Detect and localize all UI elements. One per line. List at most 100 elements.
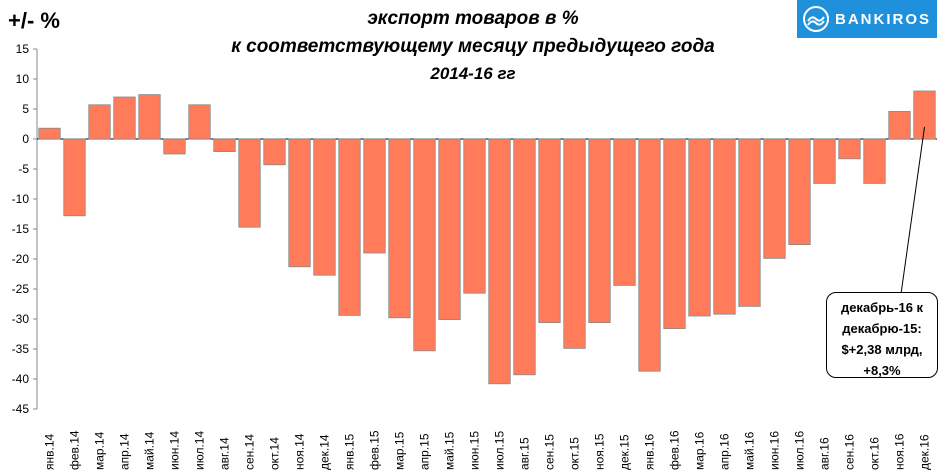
bar xyxy=(63,138,86,217)
x-tick-label: фев.15 xyxy=(368,430,382,470)
x-tick-label: окт.14 xyxy=(268,437,282,470)
bar xyxy=(88,104,111,140)
y-tick-label: -25 xyxy=(12,282,30,296)
bar xyxy=(413,138,436,352)
x-tick-label: апр.15 xyxy=(418,433,432,470)
x-tick-label: ноя.14 xyxy=(293,433,307,470)
bar xyxy=(563,138,586,349)
bar xyxy=(363,138,386,254)
bar xyxy=(588,138,611,324)
x-tick-label: май.16 xyxy=(743,431,757,470)
y-tick-label: 15 xyxy=(16,42,30,56)
annotation-line: $+2,38 млрд, xyxy=(841,342,923,357)
bankiros-logo-icon xyxy=(803,6,829,32)
bar xyxy=(613,138,636,286)
bar xyxy=(913,90,936,140)
y-tick-label: -20 xyxy=(12,252,30,266)
x-tick-label: дек.15 xyxy=(618,434,632,470)
x-tick-label: фев.14 xyxy=(68,430,82,470)
y-tick-label: -15 xyxy=(12,222,30,236)
chart-title-line1: экспорт товаров в % xyxy=(367,8,579,29)
annotation-line: декабрю-15: xyxy=(842,321,922,336)
x-tick-label: авг.14 xyxy=(218,437,232,470)
annotation-callout: декабрь-16 к декабрю-15: $+2,38 млрд, +8… xyxy=(826,292,938,378)
bar xyxy=(513,138,536,376)
x-tick-label: июл.15 xyxy=(493,431,507,470)
y-tick-label: -40 xyxy=(12,372,30,386)
y-tick-label: -45 xyxy=(12,402,30,416)
bar xyxy=(838,138,861,160)
y-tick-labels: 15 10 5 0 -5 -10 -15 -20 -25 -30 -35 -40 -45 xyxy=(12,42,30,416)
y-tick-label: 5 xyxy=(22,102,29,116)
x-tick-label: янв.16 xyxy=(643,433,657,470)
x-tick-label: окт.16 xyxy=(868,437,882,470)
bar xyxy=(313,138,336,276)
y-tick-label: -30 xyxy=(12,312,30,326)
bar xyxy=(888,111,911,140)
bar xyxy=(813,138,836,184)
bar xyxy=(263,138,286,166)
x-tick-label: июл.16 xyxy=(793,431,807,470)
x-tick-label: июн.14 xyxy=(168,431,182,470)
bar xyxy=(438,138,461,321)
y-tick-label: -5 xyxy=(18,162,29,176)
bars-group xyxy=(38,90,936,385)
annotation-line: декабрь-16 к xyxy=(840,300,924,315)
bar xyxy=(463,138,486,294)
bar xyxy=(788,138,811,245)
y-tick-label: -10 xyxy=(12,192,30,206)
x-tick-label: май.14 xyxy=(143,431,157,470)
x-tick-label: янв.14 xyxy=(43,433,57,470)
x-tick-label: авг.16 xyxy=(818,437,832,470)
bar xyxy=(213,138,236,153)
bar xyxy=(663,138,686,330)
bar xyxy=(338,138,361,316)
y-tick-label: 0 xyxy=(22,132,29,146)
x-tick-label: окт.15 xyxy=(568,437,582,470)
x-tick-label: июл.14 xyxy=(193,431,207,470)
bar xyxy=(488,138,511,385)
bar xyxy=(538,138,561,324)
bar xyxy=(188,104,211,140)
bar xyxy=(638,138,661,372)
x-tick-label: мар.16 xyxy=(693,431,707,470)
x-tick-label: сен.14 xyxy=(243,434,257,470)
x-tick-label: янв.15 xyxy=(343,433,357,470)
x-tick-label: ноя.16 xyxy=(893,433,907,470)
x-tick-labels: янв.14 фев.14 мар.14 апр.14 май.14 июн.14 июл.… xyxy=(43,430,932,470)
y-tick-label: 10 xyxy=(16,72,30,86)
chart-title-line2: к соответствующему месяцу предыдущего го… xyxy=(231,36,715,57)
x-tick-label: мар.14 xyxy=(93,431,107,470)
x-tick-label: июн.16 xyxy=(768,431,782,470)
x-tick-label: сен.16 xyxy=(843,434,857,470)
x-tick-label: дек.14 xyxy=(318,434,332,470)
bar xyxy=(138,94,161,140)
annotation-line: +8,3% xyxy=(863,363,901,378)
x-tick-label: сен.15 xyxy=(543,434,557,470)
bar xyxy=(38,127,61,140)
bar xyxy=(688,138,711,317)
bankiros-logo[interactable]: BANKIROS xyxy=(797,0,937,38)
bar xyxy=(763,138,786,259)
chart-axes xyxy=(33,48,937,410)
x-tick-label: апр.16 xyxy=(718,433,732,470)
bar xyxy=(113,96,136,140)
bar xyxy=(863,138,886,184)
bar xyxy=(163,138,186,155)
bar xyxy=(288,138,311,268)
x-tick-label: ноя.15 xyxy=(593,433,607,470)
x-tick-label: мар.15 xyxy=(393,431,407,470)
x-tick-label: фев.16 xyxy=(668,430,682,470)
y-unit-label: +/- % xyxy=(8,8,60,33)
bar xyxy=(713,138,736,315)
brand-name: BANKIROS xyxy=(835,10,932,28)
x-tick-label: апр.14 xyxy=(118,433,132,470)
bar xyxy=(388,138,411,319)
y-tick-label: -35 xyxy=(12,342,30,356)
x-tick-label: июн.15 xyxy=(468,431,482,470)
x-tick-label: май.15 xyxy=(443,431,457,470)
x-tick-label: авг.15 xyxy=(518,437,532,470)
bar xyxy=(238,138,261,228)
